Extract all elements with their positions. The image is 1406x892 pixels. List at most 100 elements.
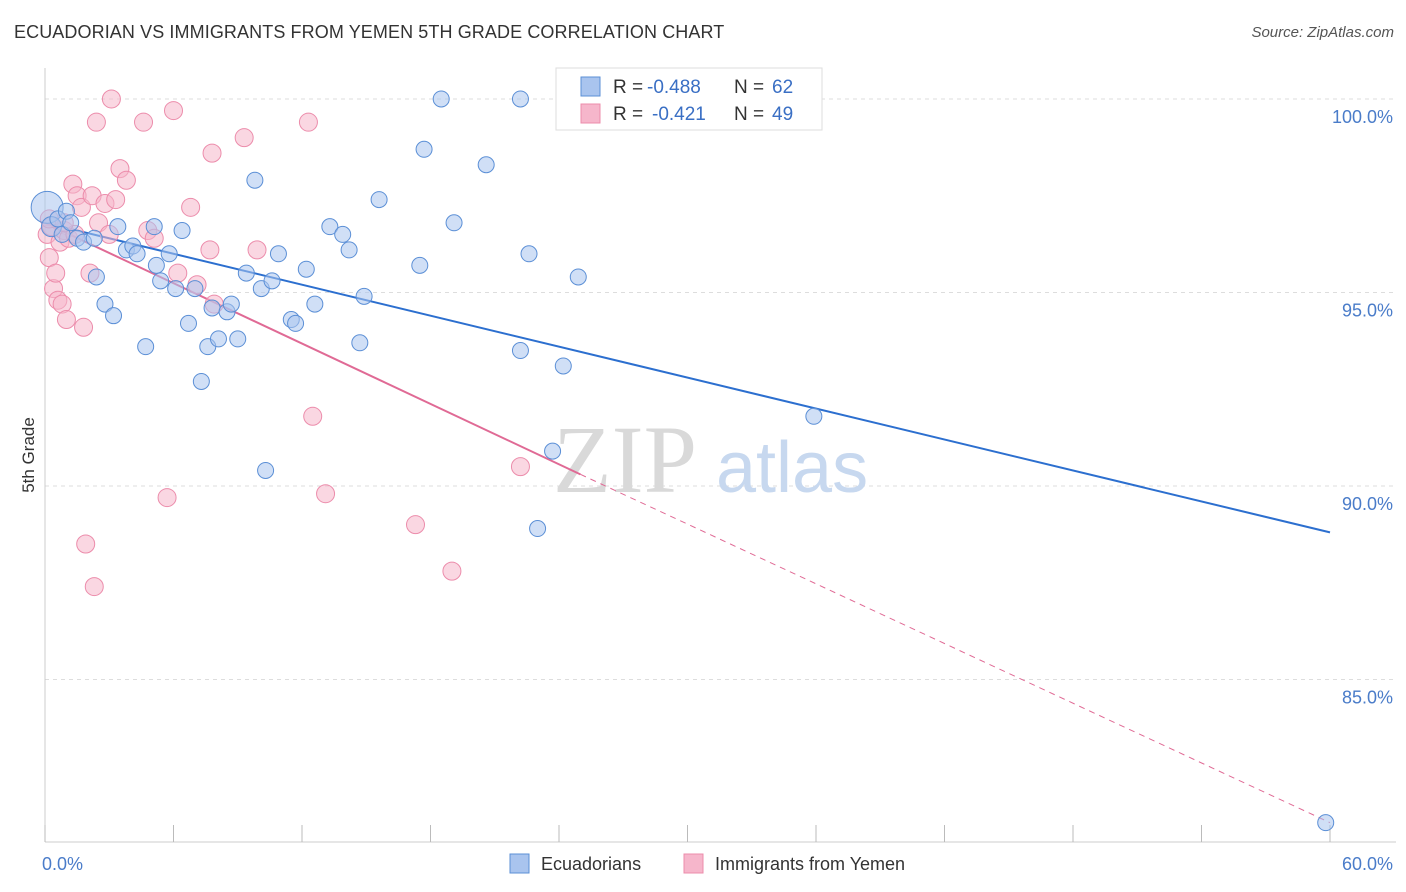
trend-lines (44, 221, 1331, 824)
point-ecuadorian (203, 299, 221, 317)
point-ecuadorian (160, 245, 178, 263)
point-yemen (510, 457, 530, 477)
legend-n-value-1: 62 (772, 77, 793, 98)
watermark-zip: ZIP (553, 406, 697, 513)
point-yemen (134, 112, 154, 132)
point-ecuadorian (432, 90, 450, 108)
point-ecuadorian (445, 214, 463, 232)
point-ecuadorian (85, 229, 103, 247)
legend-n-label-1: N = (734, 77, 764, 98)
y-axis-label: 5th Grade (19, 417, 38, 493)
point-ecuadorian (544, 442, 562, 460)
point-ecuadorian (62, 214, 80, 232)
point-ecuadorian (105, 307, 123, 325)
point-yemen (157, 488, 177, 508)
legend-r-label-1: R = (613, 77, 643, 98)
point-yemen (84, 577, 104, 597)
legend-r-value-2: -0.421 (652, 104, 706, 125)
point-ecuadorian (355, 287, 373, 305)
point-ecuadorian (179, 314, 197, 332)
point-ecuadorian (87, 268, 105, 286)
stats-legend: R = -0.488 N = 62 R = -0.421 N = 49 (555, 67, 823, 131)
trend-line-yemen (44, 221, 581, 476)
trend-line-yemen-extrapolated (580, 473, 1331, 824)
series-ecuadorians (30, 90, 1335, 832)
point-ecuadorian (805, 407, 823, 425)
x-tick-label-min: 0.0% (42, 854, 83, 874)
legend-r-value-1: -0.488 (647, 77, 701, 98)
y-tick-label: 85.0% (1342, 687, 1393, 707)
chart-title: ECUADORIAN VS IMMIGRANTS FROM YEMEN 5TH … (14, 22, 725, 42)
point-ecuadorian (186, 280, 204, 298)
point-ecuadorian (351, 334, 369, 352)
point-ecuadorian (173, 222, 191, 240)
point-yemen (168, 263, 188, 283)
bottom-legend-swatch-yemen (683, 853, 704, 874)
point-yemen (46, 263, 66, 283)
point-ecuadorian (222, 295, 240, 313)
point-ecuadorian (1317, 814, 1335, 832)
point-yemen (234, 128, 254, 148)
watermark-atlas: atlas (716, 428, 868, 508)
point-ecuadorian (137, 338, 155, 356)
point-yemen (116, 170, 136, 190)
point-ecuadorian (297, 260, 315, 278)
point-ecuadorian (263, 272, 281, 290)
point-yemen (74, 317, 94, 337)
chart-source: Source: ZipAtlas.com (1251, 24, 1394, 41)
point-ecuadorian (145, 218, 163, 236)
watermark: ZIP atlas (553, 406, 868, 513)
point-ecuadorian (257, 461, 275, 479)
point-ecuadorian (340, 241, 358, 259)
point-yemen (202, 143, 222, 163)
bottom-legend-label-yemen: Immigrants from Yemen (715, 854, 905, 874)
point-yemen (303, 406, 323, 426)
y-axis-tick-labels: 85.0% 90.0% 95.0% 100.0% (1332, 107, 1393, 708)
point-yemen (247, 240, 267, 260)
legend-swatch-ecuadorians (580, 76, 601, 97)
point-yemen (101, 89, 121, 109)
point-ecuadorian (152, 272, 170, 290)
point-ecuadorian (511, 90, 529, 108)
point-yemen (316, 484, 336, 504)
point-ecuadorian (370, 191, 388, 209)
point-ecuadorian (269, 245, 287, 263)
bottom-legend-swatch-ecuadorians (509, 853, 530, 874)
point-ecuadorian (411, 256, 429, 274)
point-yemen (406, 515, 426, 535)
legend-swatch-yemen (580, 103, 601, 124)
point-ecuadorian (209, 330, 227, 348)
point-yemen (164, 101, 183, 121)
series-legend: Ecuadorians Immigrants from Yemen (509, 853, 905, 874)
y-tick-label: 90.0% (1342, 494, 1393, 514)
point-ecuadorian (529, 520, 547, 538)
point-ecuadorian (229, 330, 247, 348)
point-ecuadorian (415, 140, 433, 158)
bottom-legend-label-ecuadorians: Ecuadorians (541, 854, 641, 874)
point-ecuadorian (321, 218, 339, 236)
legend-r-label-2: R = (613, 104, 643, 125)
point-ecuadorian (237, 264, 255, 282)
x-axis-ticks (44, 825, 1331, 842)
point-ecuadorian (306, 295, 324, 313)
point-ecuadorian (96, 295, 114, 313)
point-ecuadorian (477, 156, 495, 174)
point-ecuadorian (334, 225, 352, 243)
point-yemen (200, 240, 220, 260)
series-immigrants-from-yemen (37, 89, 530, 597)
point-yemen (86, 112, 106, 132)
point-ecuadorian (287, 314, 305, 332)
point-ecuadorian (246, 171, 264, 189)
point-yemen (442, 561, 462, 581)
x-tick-label-max: 60.0% (1342, 854, 1393, 874)
point-ecuadorian (192, 372, 210, 390)
point-ecuadorian (109, 218, 127, 236)
grid-lines (45, 98, 1396, 680)
y-tick-label: 100.0% (1332, 107, 1393, 127)
point-yemen (106, 190, 126, 210)
point-ecuadorian (511, 342, 529, 360)
trend-line-ecuadorians (44, 221, 1331, 534)
legend-n-value-2: 49 (772, 104, 793, 125)
point-yemen (298, 112, 318, 132)
